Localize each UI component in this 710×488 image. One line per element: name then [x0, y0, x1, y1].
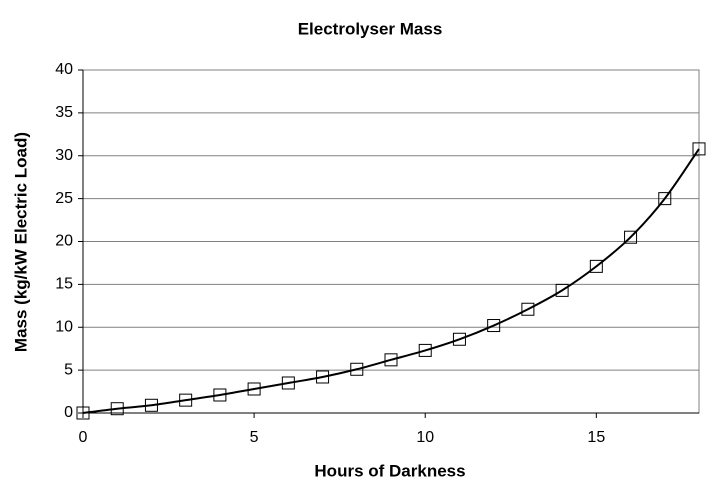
chart-title: Electrolyser Mass — [298, 19, 443, 38]
y-tick-label: 5 — [64, 361, 73, 378]
y-tick-label: 15 — [55, 276, 73, 293]
marker — [624, 230, 638, 244]
marker — [658, 192, 672, 206]
x-axis-label: Hours of Darkness — [314, 461, 465, 480]
y-tick-label: 20 — [55, 233, 73, 250]
marker — [521, 302, 535, 316]
marker — [316, 370, 330, 384]
y-tick-label: 25 — [55, 190, 73, 207]
marker — [281, 376, 295, 390]
y-tick-label: 10 — [55, 318, 73, 335]
marker — [144, 398, 158, 412]
y-tick-label: 35 — [55, 104, 73, 121]
marker — [213, 388, 227, 402]
x-tick-label: 10 — [416, 429, 434, 446]
marker — [247, 382, 261, 396]
marker — [589, 259, 603, 273]
marker — [452, 332, 466, 346]
marker — [418, 343, 432, 357]
y-tick-label: 30 — [55, 147, 73, 164]
y-tick-label: 40 — [55, 61, 73, 78]
x-tick-label: 15 — [587, 429, 605, 446]
x-tick-label: 5 — [250, 429, 259, 446]
marker — [487, 319, 501, 333]
marker — [110, 402, 124, 416]
marker — [179, 393, 193, 407]
marker — [384, 353, 398, 367]
series-line — [82, 148, 700, 414]
y-tick-label: 0 — [64, 404, 73, 421]
marker — [350, 362, 364, 376]
marker — [76, 406, 90, 420]
y-axis-label: Mass (kg/kW Electric Load) — [11, 132, 30, 352]
marker — [692, 142, 706, 156]
x-tick-label: 0 — [79, 429, 88, 446]
marker — [555, 283, 569, 297]
